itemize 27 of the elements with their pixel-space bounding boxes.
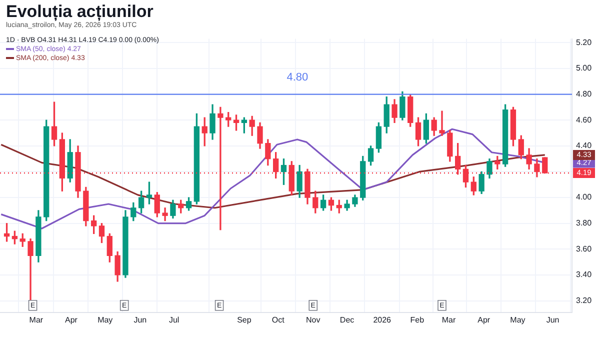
y-tick-label: 4.00 (576, 192, 592, 202)
x-tick-label: Dec (340, 315, 354, 324)
y-tick-label: 5.00 (576, 64, 592, 73)
y-tick-label: 3.80 (576, 218, 592, 228)
x-tick-label: May (510, 315, 526, 324)
x-tick-label: Jun (134, 315, 147, 324)
y-tick-label: 3.40 (576, 270, 592, 280)
y-tick-label: 4.80 (576, 89, 592, 98)
x-tick-label: May (98, 315, 113, 324)
x-tick-label: Feb (410, 315, 425, 324)
y-tick-label: 4.40 (576, 141, 592, 150)
x-tick-label: Jul (168, 315, 180, 324)
x-tick-label: Nov (306, 315, 320, 324)
x-tick-label: Apr (478, 315, 490, 324)
chart-title: Evoluția acțiunilor (6, 2, 154, 22)
y-tick-label: 4.60 (576, 115, 592, 124)
x-tick-label: Sep (237, 315, 252, 324)
x-tick-label: Oct (272, 315, 286, 324)
y-tick-label: 5.20 (576, 38, 592, 47)
x-tick-label: Mar (29, 315, 44, 324)
ref-line-label: 4.80 (286, 71, 308, 84)
y-tick-label: 3.20 (576, 296, 592, 305)
x-tick-label: Jun (546, 315, 560, 324)
y-tick-label: 3.60 (576, 244, 592, 254)
x-tick-label: 2026 (373, 315, 392, 324)
x-tick-label: Mar (442, 315, 456, 324)
x-tick-label: Apr (64, 315, 78, 324)
